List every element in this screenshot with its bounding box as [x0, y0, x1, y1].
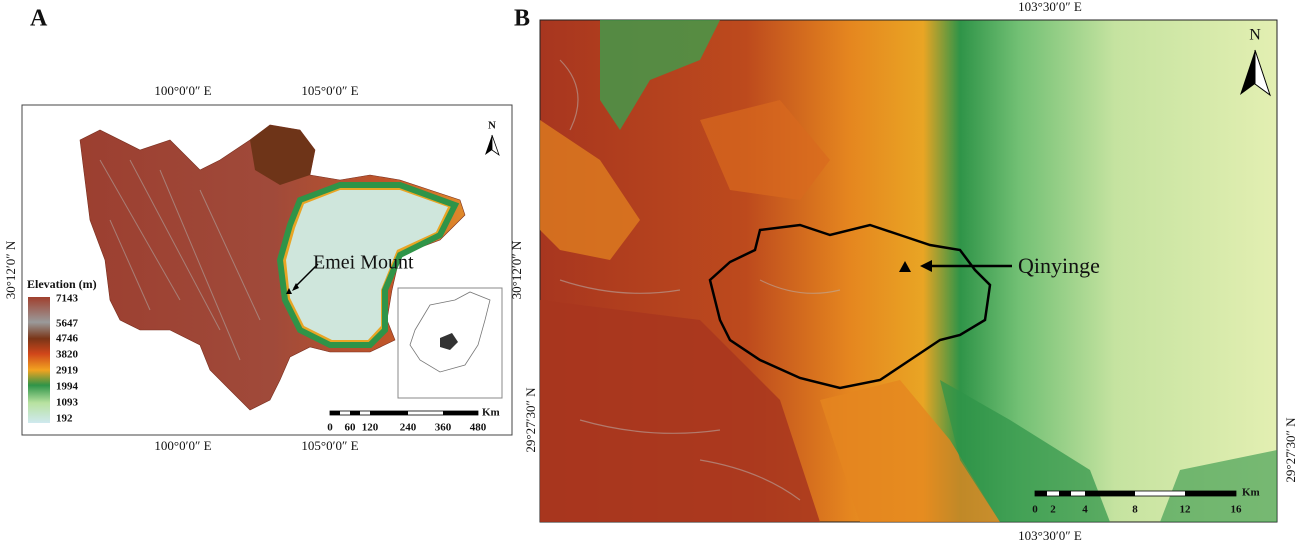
panel-label: A [30, 6, 48, 32]
figure: A 100°0′0″ E 105°0′0″ E 100°0′0″ E 105°0… [0, 0, 1304, 545]
scale-label: 0 [1032, 504, 1038, 516]
legend-value: 2919 [56, 365, 79, 377]
legend-value: 4746 [56, 333, 79, 345]
legend-value: 1093 [56, 397, 79, 409]
site-annotation: Emei Mount [313, 252, 414, 274]
coord-label: 100°0′0″ E [154, 83, 211, 98]
legend-title: Elevation (m) [27, 277, 97, 291]
scale-unit: Km [1242, 487, 1260, 499]
legend-value: 3820 [56, 349, 79, 361]
scale-bar [330, 411, 478, 415]
scale-label: 16 [1231, 504, 1243, 516]
scale-label: 2 [1050, 504, 1056, 516]
site-annotation: Qinyinge [1018, 253, 1100, 278]
coord-label: 29°27′30″ N [1283, 417, 1298, 483]
coord-label: 29°27′30″ N [523, 387, 538, 453]
coord-label: 105°0′0″ E [301, 438, 358, 453]
scale-label: 8 [1132, 504, 1138, 516]
coord-label: 30°12′0″ N [3, 240, 18, 299]
scale-unit: Km [482, 407, 500, 419]
scale-label: 240 [400, 422, 417, 434]
legend-value: 1994 [56, 381, 79, 393]
scale-label: 120 [362, 422, 379, 434]
legend-bar [28, 297, 50, 423]
north-label: N [1249, 27, 1261, 44]
scale-label: 480 [470, 422, 487, 434]
coord-label: 103°30′0″ E [1018, 528, 1082, 543]
coord-label: 100°0′0″ E [154, 438, 211, 453]
legend-value: 192 [56, 413, 73, 425]
scale-label: 0 [327, 422, 333, 434]
legend-value: 5647 [56, 318, 79, 330]
scale-bar [1035, 491, 1236, 496]
scale-label: 4 [1082, 504, 1088, 516]
coord-label: 105°0′0″ E [301, 83, 358, 98]
coord-label: 103°30′0″ E [1018, 0, 1082, 14]
legend-value: 7143 [56, 293, 79, 305]
panel-label: B [514, 6, 530, 32]
scale-label: 60 [345, 422, 357, 434]
scale-label: 360 [435, 422, 452, 434]
scale-label: 12 [1180, 504, 1192, 516]
north-label: N [488, 120, 496, 132]
